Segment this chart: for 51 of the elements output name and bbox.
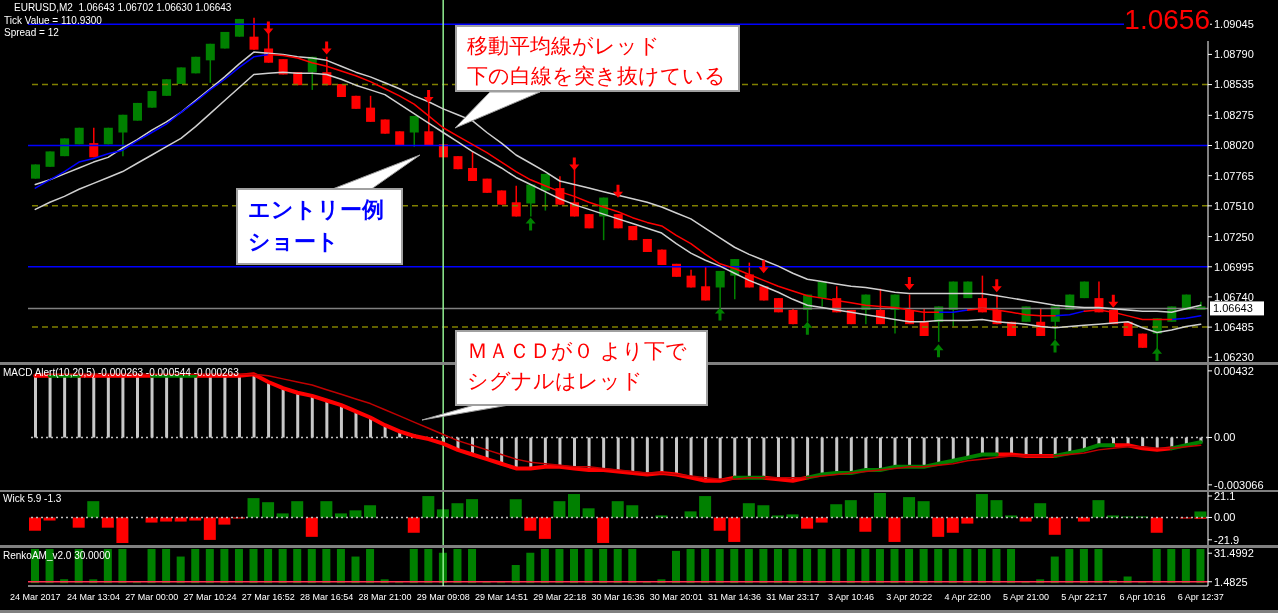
y-tick-label: 1.07250 xyxy=(1214,230,1254,243)
x-tick-label: 29 Mar 14:51 xyxy=(474,592,528,603)
x-tick-label: 6 Apr 10:16 xyxy=(1119,592,1166,603)
ref-line-label: 1.06643 xyxy=(1213,302,1253,315)
x-tick-label: 28 Mar 16:54 xyxy=(300,592,354,603)
annotation: 移動平均線がレッド下の白線を突き抜けている xyxy=(455,25,740,92)
x-tick-label: 3 Apr 10:46 xyxy=(828,592,875,603)
x-tick-label: 30 Mar 16:36 xyxy=(591,592,645,603)
x-tick-label: 4 Apr 22:00 xyxy=(944,592,991,603)
y-tick-label: 0.00 xyxy=(1214,511,1236,524)
y-tick-label: 31.4992 xyxy=(1214,547,1254,560)
y-tick-label: 1.08535 xyxy=(1214,78,1254,91)
y-tick-label: 1.09045 xyxy=(1214,18,1254,31)
annotation: Tick Value = 110.9300 xyxy=(4,14,102,28)
y-tick-label: 1.06995 xyxy=(1214,260,1254,273)
annotation: Spread = 12 xyxy=(4,26,59,40)
y-tick-label: 1.06740 xyxy=(1214,290,1254,303)
annotation: ＭＡＣＤが０ より下でシグナルはレッド xyxy=(455,330,708,406)
y-tick-label: -21.9 xyxy=(1214,533,1240,546)
x-tick-label: 24 Mar 2017 xyxy=(10,592,61,603)
y-tick-label: 1.07510 xyxy=(1214,199,1254,212)
chart-title: RenkoAM_v2.0 30.0000 xyxy=(3,550,111,561)
x-tick-label: 29 Mar 09:08 xyxy=(416,592,470,603)
annotation: エントリー例ショート xyxy=(236,188,403,265)
x-tick-label: 5 Apr 22:17 xyxy=(1061,592,1108,603)
x-tick-label: 3 Apr 20:22 xyxy=(886,592,933,603)
x-tick-label: 31 Mar 23:17 xyxy=(766,592,820,603)
x-tick-label: 27 Mar 10:24 xyxy=(183,592,237,603)
chart-title: EURUSD,M2 1.06643 1.06702 1.06630 1.06643 xyxy=(14,2,232,13)
y-tick-label: 1.08275 xyxy=(1214,109,1254,122)
y-tick-label: 0.00432 xyxy=(1214,364,1254,377)
x-tick-label: 24 Mar 13:04 xyxy=(67,592,121,603)
x-tick-label: 27 Mar 00:00 xyxy=(125,592,179,603)
y-tick-label: -0.003066 xyxy=(1214,478,1264,491)
x-tick-label: 27 Mar 16:52 xyxy=(241,592,295,603)
y-tick-label: 1.06485 xyxy=(1214,321,1254,334)
chart-title: Wick 5.9 -1.3 xyxy=(3,493,62,504)
y-tick-label: 1.4825 xyxy=(1214,575,1248,588)
y-tick-label: 21.1 xyxy=(1214,489,1236,502)
x-tick-label: 28 Mar 21:00 xyxy=(358,592,412,603)
x-tick-label: 5 Apr 21:00 xyxy=(1002,592,1049,603)
x-tick-label: 30 Mar 20:01 xyxy=(649,592,703,603)
x-tick-label: 6 Apr 12:37 xyxy=(1177,592,1224,603)
y-tick-label: 1.06230 xyxy=(1214,351,1254,364)
y-tick-label: 1.08790 xyxy=(1214,48,1254,61)
y-tick-label: 1.08020 xyxy=(1214,139,1254,152)
y-tick-label: 1.07765 xyxy=(1214,169,1254,182)
annotation: 1.0656 xyxy=(1124,0,1210,41)
y-tick-label: 0.00 xyxy=(1214,431,1236,444)
x-tick-label: 29 Mar 22:18 xyxy=(533,592,587,603)
x-tick-label: 31 Mar 14:36 xyxy=(708,592,762,603)
